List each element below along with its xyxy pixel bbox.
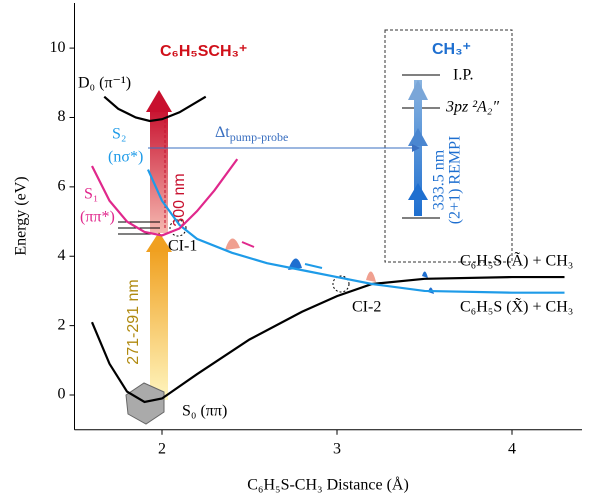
chart: C₆H₅SCH₃⁺ D₀ (π⁻¹) S₂ (nσ*) S₁ (ππ*) 300… (0, 0, 596, 499)
rydberg-label: 3pz ²A₂″ (445, 99, 499, 116)
ci1-label: CI-1 (168, 238, 197, 255)
y-tick-label: 4 (58, 247, 66, 264)
y-axis-title: Energy (eV) (13, 176, 30, 255)
x-axis-title: C₆H₅S-CH₃ Distance (Å) (247, 476, 409, 494)
probe-label: 271-291 nm (125, 279, 142, 364)
s2-char: (nσ*) (108, 149, 143, 166)
d0-label: D₀ (π⁻¹) (78, 75, 131, 92)
x-tick-label: 2 (158, 440, 166, 457)
delay-sub: pump-probe (230, 130, 289, 144)
y-tick-label: 8 (58, 108, 66, 125)
s2-label: S₂ (112, 126, 126, 143)
cation-label: C₆H₅SCH₃⁺ (160, 43, 247, 60)
x-tick-label: 3 (333, 440, 341, 457)
delay-label: Δtpump-probe (215, 124, 288, 144)
s1-label: S₁ (84, 186, 98, 203)
asym-x: C₆H₅S (X̃) + CH₃ (460, 298, 573, 316)
ip-label: I.P. (453, 67, 473, 84)
y-tick-label: 6 (58, 178, 66, 195)
methyl-cation: CH₃⁺ (432, 41, 471, 58)
y-tick-label: 10 (50, 39, 66, 56)
asym-a: C₆H₅S (Ã) + CH₃ (460, 252, 573, 270)
y-tick-label: 0 (58, 386, 66, 403)
s1-char: (ππ*) (80, 209, 115, 226)
curve (148, 170, 565, 293)
x-tick-label: 4 (508, 440, 516, 457)
rempi: (2+1) REMPI (447, 136, 464, 225)
ci2-label: CI-2 (352, 299, 381, 316)
y-tick-label: 2 (58, 316, 66, 333)
rempi-wl: 333.5 nm (431, 149, 448, 210)
delay: Δt (215, 124, 230, 141)
s0-label: S₀ (ππ) (182, 403, 227, 420)
